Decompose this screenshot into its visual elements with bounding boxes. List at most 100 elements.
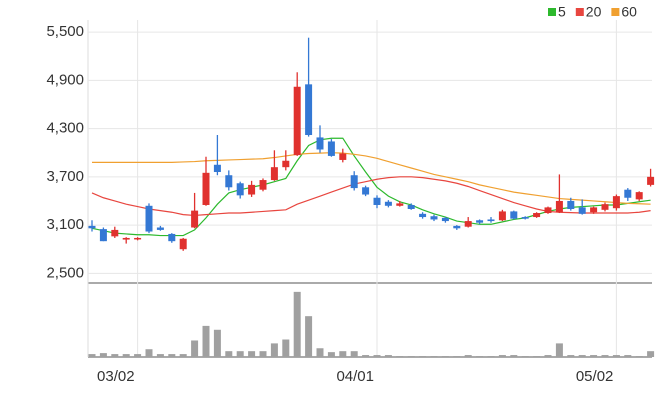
- candle-body: [555, 200, 563, 213]
- candle-body: [350, 175, 358, 189]
- candle-body: [225, 175, 233, 188]
- candle-body: [476, 220, 484, 223]
- candle-body: [544, 207, 552, 214]
- volume-bar: [134, 354, 142, 357]
- candle-body: [384, 201, 392, 206]
- candle-body: [464, 221, 472, 227]
- candle-body: [236, 183, 244, 196]
- candle-body: [407, 204, 415, 210]
- volume-bar: [225, 351, 233, 357]
- volume-bar: [327, 352, 335, 357]
- volume-bar: [293, 291, 301, 357]
- legend-swatch: [611, 8, 620, 16]
- volume-bar: [407, 356, 415, 357]
- candle-body: [202, 172, 210, 205]
- candle-body: [270, 167, 278, 181]
- volume-bar: [384, 355, 392, 357]
- candle-body: [441, 217, 449, 222]
- x-tick-label: 03/02: [97, 368, 135, 385]
- candle-body: [179, 238, 187, 250]
- candle-body: [248, 184, 256, 195]
- volume-bar: [236, 351, 244, 357]
- legend-label: 60: [621, 4, 637, 20]
- candle-body: [282, 160, 290, 168]
- candle-body: [122, 237, 130, 240]
- candle-body: [305, 84, 313, 136]
- volume-bar: [248, 351, 256, 357]
- candle-body: [293, 86, 301, 156]
- volume-bar: [464, 355, 472, 357]
- volume-bar: [555, 343, 563, 357]
- candle-body: [498, 211, 506, 221]
- candle-body: [259, 180, 267, 190]
- candle-body: [316, 137, 324, 150]
- candle-body: [111, 229, 119, 237]
- legend-label: 20: [586, 4, 602, 20]
- candle-body: [145, 205, 153, 232]
- y-tick-label: 4,900: [46, 71, 84, 88]
- volume-bar: [122, 354, 130, 357]
- ma-line: [91, 176, 651, 217]
- volume-bar: [99, 353, 107, 357]
- candle-body: [156, 227, 164, 230]
- volume-bar: [213, 329, 221, 357]
- volume-bar: [487, 356, 495, 357]
- x-tick-label: 05/02: [576, 368, 614, 385]
- candle-body: [487, 219, 495, 222]
- y-tick-label: 5,500: [46, 23, 84, 40]
- candle-body: [567, 200, 575, 210]
- grid: [88, 20, 652, 357]
- volume-bar: [601, 355, 609, 357]
- volume-bar: [350, 351, 358, 357]
- volume-bar: [373, 355, 381, 357]
- volume-bar: [396, 356, 404, 357]
- volume-bar: [88, 354, 96, 357]
- volume-bar: [270, 343, 278, 357]
- candle-body: [510, 211, 518, 219]
- candle-body: [396, 203, 404, 206]
- volume-bar: [179, 354, 187, 357]
- candle-body: [168, 233, 176, 242]
- x-tick-label: 04/01: [336, 368, 374, 385]
- volume-bar: [259, 351, 267, 357]
- volume-bar: [498, 355, 506, 357]
- y-tick-label: 2,500: [46, 264, 84, 281]
- volume-bar: [533, 356, 541, 357]
- volume-bar: [510, 355, 518, 357]
- y-tick-label: 3,700: [46, 168, 84, 185]
- volume-bar: [567, 355, 575, 357]
- candle-body: [521, 217, 529, 219]
- volume-bar: [419, 356, 427, 357]
- candle-body: [419, 213, 427, 218]
- volume-bar: [521, 356, 529, 357]
- volume-bar: [316, 348, 324, 357]
- candle-body: [612, 196, 620, 209]
- candle-body: [590, 207, 598, 213]
- volume-bar: [145, 349, 153, 357]
- y-tick-label: 3,100: [46, 216, 84, 233]
- legend-swatch: [548, 8, 556, 16]
- volume-bar: [430, 356, 438, 357]
- volume-bar: [441, 356, 449, 357]
- candle-body: [453, 225, 461, 229]
- volume-bar: [590, 355, 598, 357]
- legend-label: 5: [558, 4, 566, 20]
- volume-bar: [282, 339, 290, 357]
- volume-bar: [156, 354, 164, 357]
- candle-body: [213, 164, 221, 173]
- candle-body: [339, 153, 347, 160]
- ma-line: [91, 137, 651, 237]
- volume-bar: [635, 356, 643, 357]
- volume-bar: [362, 355, 370, 357]
- legend-swatch: [575, 8, 584, 16]
- candle-body: [578, 207, 586, 214]
- candle-body: [647, 176, 655, 185]
- volume-bar: [111, 354, 119, 357]
- volume-bar: [339, 351, 347, 357]
- candle-body: [362, 187, 370, 195]
- candle-body: [191, 210, 199, 228]
- candle-body: [533, 213, 541, 218]
- volume-bar: [305, 316, 313, 357]
- volume-bar: [453, 356, 461, 357]
